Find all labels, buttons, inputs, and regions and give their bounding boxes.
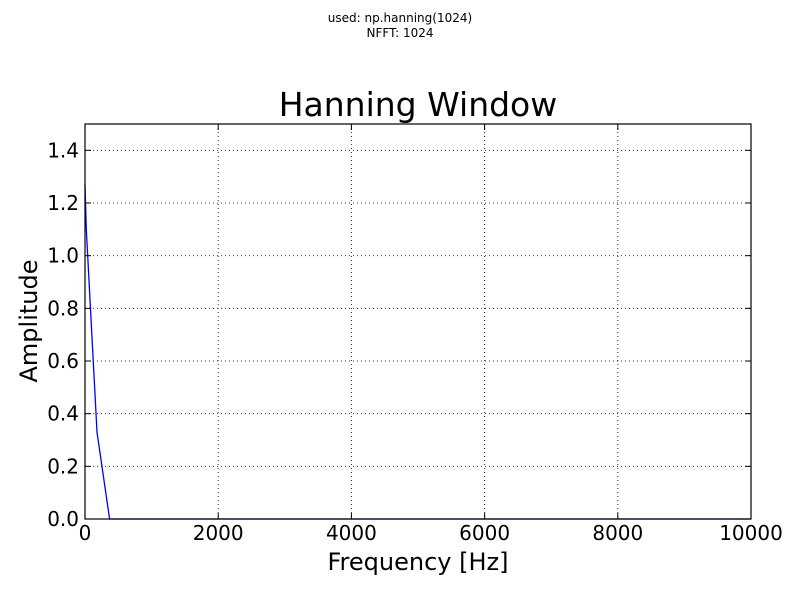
y-tick-label: 0.4	[47, 402, 79, 426]
y-tick-label: 0.6	[47, 349, 79, 373]
x-axis-label: Frequency [Hz]	[328, 548, 509, 576]
y-tick-label: 0.2	[47, 454, 79, 478]
y-tick-label: 0.0	[47, 507, 79, 531]
axis-ticks: 0 2000 4000 6000 8000 10000 0.0 0.2 0.4 0.6 0.8 1.0…	[47, 124, 783, 545]
x-tick-label: 8000	[592, 521, 643, 545]
chart-title: Hanning Window	[279, 85, 558, 124]
y-tick-label: 0.8	[47, 296, 79, 320]
y-tick-label: 1.0	[47, 244, 79, 268]
y-axis-label: Amplitude	[15, 260, 43, 383]
grid-lines	[85, 124, 751, 519]
plot-area-frame	[84, 123, 752, 520]
x-tick-label: 0	[79, 521, 92, 545]
x-tick-label: 2000	[193, 521, 244, 545]
plot-series	[84, 184, 751, 520]
x-tick-label: 4000	[326, 521, 377, 545]
figure-suptitle-line1: used: np.hanning(1024)	[328, 11, 472, 25]
y-tick-label: 1.4	[47, 138, 79, 162]
series-line	[84, 184, 751, 520]
x-tick-label: 10000	[719, 521, 783, 545]
y-tick-label: 1.2	[47, 191, 79, 215]
x-tick-label: 6000	[459, 521, 510, 545]
figure-suptitle-line2: NFFT: 1024	[367, 26, 434, 40]
